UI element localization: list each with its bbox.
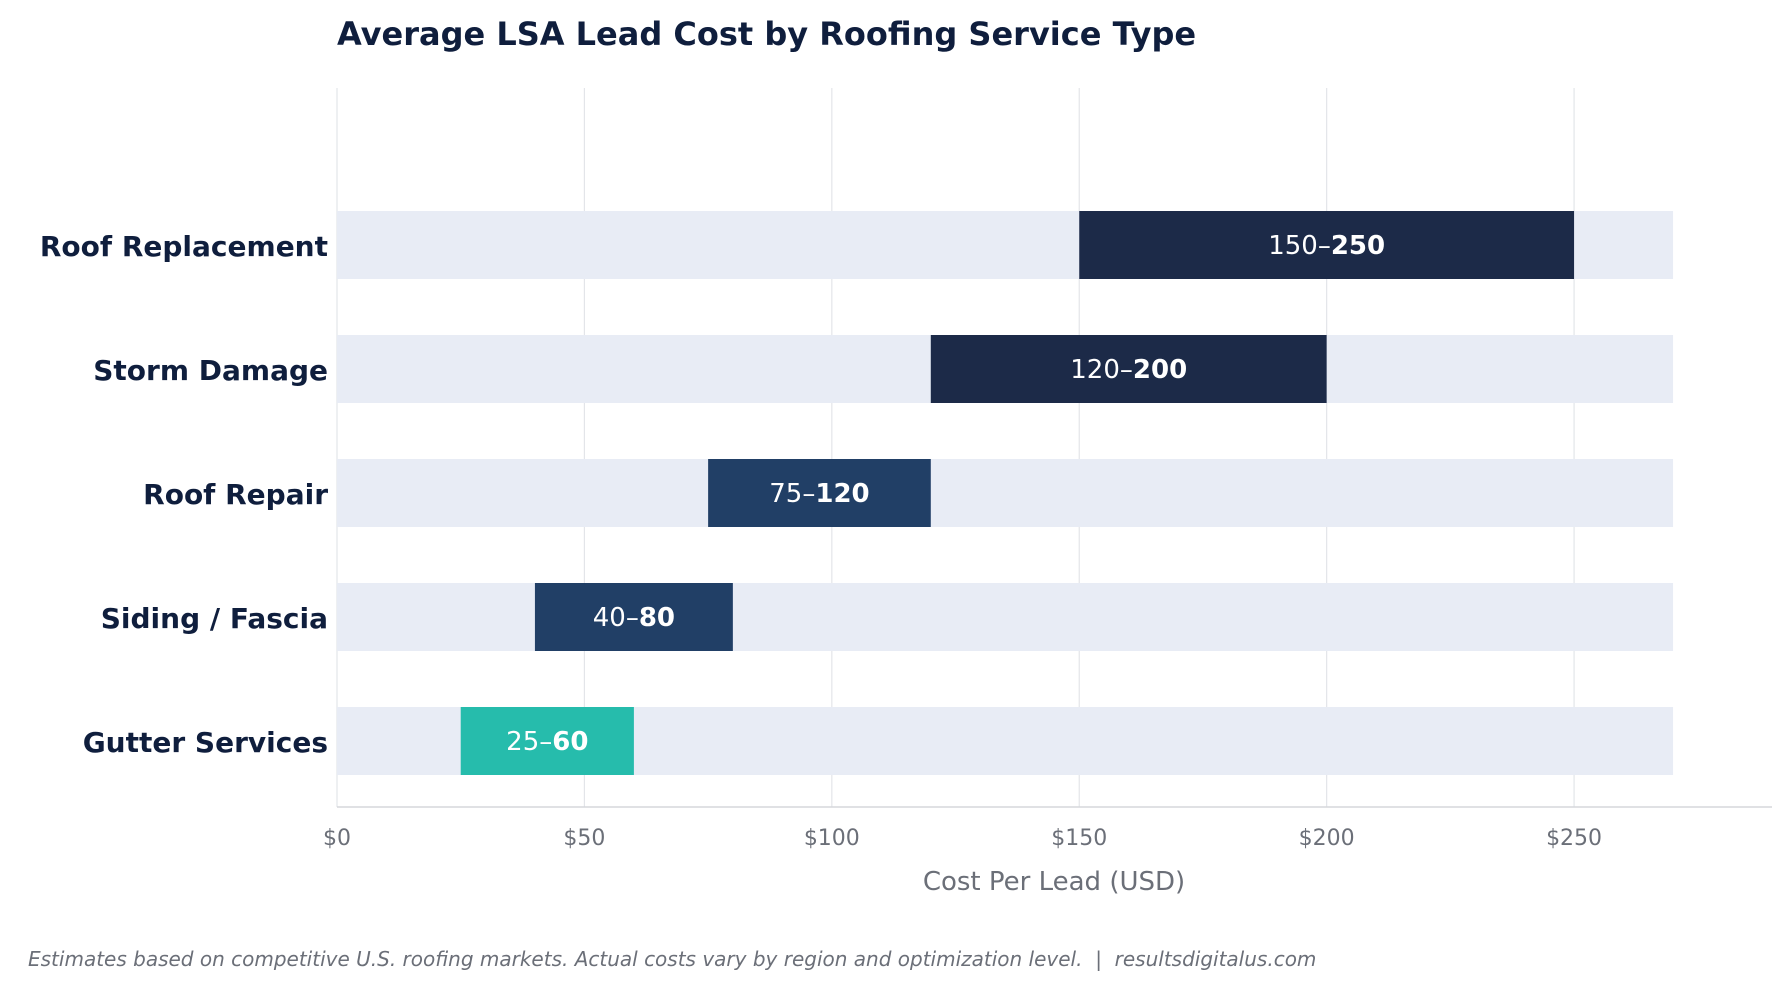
range-bar	[1079, 211, 1575, 279]
bar-track	[337, 459, 1674, 527]
footnote: Estimates based on competitive U.S. roof…	[28, 947, 1316, 971]
category-label: Gutter Services	[83, 726, 328, 759]
range-bar	[930, 335, 1327, 403]
x-tick-labels: $0 $50 $100 $150 $200 $250	[323, 826, 1602, 851]
bar-value-label: 40–80	[593, 603, 675, 633]
category-label: Storm Damage	[93, 354, 328, 387]
category-label: Roof Replacement	[40, 230, 328, 263]
range-bar	[460, 707, 634, 775]
bar-value-label: 25–60	[506, 727, 588, 757]
x-tick-label: $250	[1546, 826, 1602, 851]
bar-value-label: 75–120	[769, 479, 869, 509]
x-axis-title: Cost Per Lead (USD)	[923, 867, 1185, 897]
category-labels: Roof Replacement Storm Damage Roof Repair S…	[40, 230, 328, 759]
category-label: Roof Repair	[143, 478, 328, 511]
category-label: Siding / Fascia	[101, 602, 328, 635]
x-tick-label: $200	[1299, 826, 1355, 851]
x-tick-label: $0	[323, 826, 351, 851]
bars: 150–250 120–200 75–120 40–80 25–60	[460, 211, 1575, 775]
x-tick-label: $150	[1051, 826, 1107, 851]
bar-tracks	[337, 211, 1674, 775]
bar-value-label: 120–200	[1070, 355, 1187, 385]
range-bar	[708, 459, 931, 527]
x-tick-label: $100	[804, 826, 860, 851]
chart-title: Average LSA Lead Cost by Roofing Service…	[337, 15, 1196, 53]
bar-value-label: 150–250	[1268, 231, 1385, 261]
x-tick-label: $50	[563, 826, 605, 851]
grid-lines	[336, 88, 1575, 807]
range-bar	[534, 583, 733, 651]
